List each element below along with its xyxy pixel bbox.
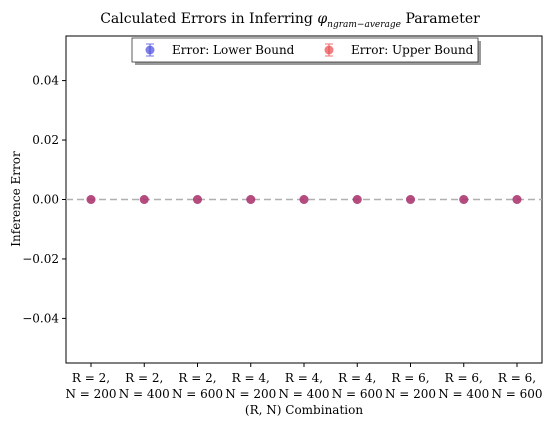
x-tick-label: R = 4,: [285, 371, 323, 385]
x-tick-label: R = 2,: [178, 371, 216, 385]
data-points: [86, 195, 522, 204]
x-tick-label: R = 4,: [232, 371, 270, 385]
data-point: [299, 195, 309, 204]
x-tick-label: N = 400: [438, 387, 489, 401]
legend-entry-upper: Error: Upper Bound: [324, 43, 474, 57]
x-tick-label: N = 200: [225, 387, 276, 401]
x-tick-label: N = 200: [65, 387, 116, 401]
legend-upper-marker: [324, 45, 334, 55]
x-tick-label: R = 6,: [445, 371, 483, 385]
chart-title-subscript: ngram−average: [327, 20, 401, 30]
x-tick-label: N = 400: [278, 387, 329, 401]
x-tick-label: N = 600: [491, 387, 542, 401]
data-point: [512, 195, 522, 204]
x-axis: R = 2, N = 200 R = 2, N = 400 R = 2, N = 600 R…: [65, 363, 543, 401]
x-tick-label: R = 2,: [125, 371, 163, 385]
y-tick-label: 0.02: [32, 133, 59, 147]
x-tick-label: N = 200: [385, 387, 436, 401]
legend-lower-label: Error: Lower Bound: [172, 43, 295, 57]
y-axis-label: Inference Error: [9, 151, 23, 247]
data-point: [193, 195, 202, 204]
data-point: [459, 195, 469, 204]
data-point: [86, 195, 96, 204]
chart-title-symbol: φ: [317, 11, 327, 27]
x-tick-label: R = 2,: [72, 371, 110, 385]
y-tick-label: −0.04: [22, 311, 59, 325]
y-tick-label: 0.00: [32, 193, 59, 207]
chart-title-prefix: Calculated Errors in Inferring: [100, 11, 317, 27]
legend-upper-label: Error: Upper Bound: [351, 43, 474, 57]
legend-lower-marker: [145, 45, 155, 55]
chart-title-suffix: Parameter: [401, 11, 480, 27]
x-tick-label: R = 6,: [498, 371, 536, 385]
y-tick-label: 0.04: [32, 74, 59, 88]
x-axis-label: (R, N) Combination: [245, 403, 363, 417]
data-point: [406, 195, 415, 204]
data-point: [352, 195, 362, 204]
legend-box: [131, 37, 479, 63]
legend-entry-lower: Error: Lower Bound: [145, 43, 295, 57]
legend: Error: Lower Bound Error: Upper Bound: [131, 37, 481, 65]
data-point: [139, 195, 149, 204]
x-tick-label: R = 6,: [391, 371, 429, 385]
y-axis: −0.04 −0.02 0.00 0.02 0.04: [22, 74, 66, 325]
chart-title: Calculated Errors in Inferring φngram−av…: [100, 11, 480, 30]
y-tick-label: −0.02: [22, 252, 59, 266]
x-tick-label: N = 400: [119, 387, 170, 401]
data-point: [246, 195, 256, 204]
x-tick-label: N = 600: [172, 387, 223, 401]
x-tick-label: R = 4,: [338, 371, 376, 385]
x-tick-label: N = 600: [332, 387, 383, 401]
